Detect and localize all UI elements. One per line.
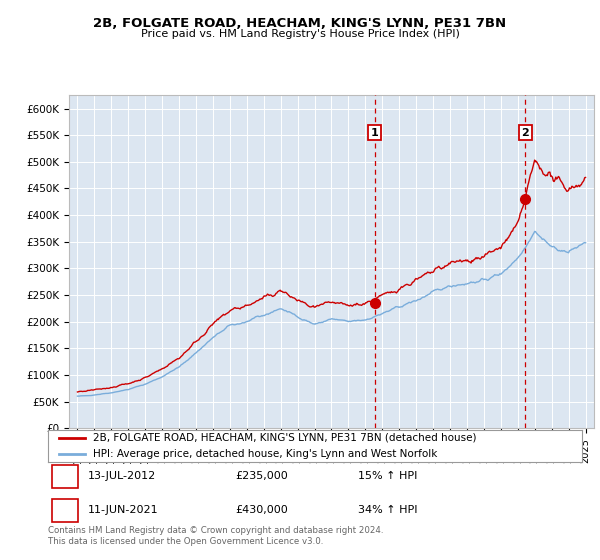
Text: 1: 1 xyxy=(61,472,69,482)
Text: 2B, FOLGATE ROAD, HEACHAM, KING'S LYNN, PE31 7BN (detached house): 2B, FOLGATE ROAD, HEACHAM, KING'S LYNN, … xyxy=(94,433,477,442)
Text: 15% ↑ HPI: 15% ↑ HPI xyxy=(358,472,417,482)
Text: 1: 1 xyxy=(371,128,379,138)
Text: 2: 2 xyxy=(61,505,69,515)
Bar xyxy=(52,465,78,488)
Text: 13-JUL-2012: 13-JUL-2012 xyxy=(88,472,156,482)
Text: Contains HM Land Registry data © Crown copyright and database right 2024.
This d: Contains HM Land Registry data © Crown c… xyxy=(48,526,383,546)
Text: HPI: Average price, detached house, King's Lynn and West Norfolk: HPI: Average price, detached house, King… xyxy=(94,449,438,459)
Text: £235,000: £235,000 xyxy=(235,472,287,482)
Text: 2: 2 xyxy=(521,128,529,138)
Bar xyxy=(52,499,78,522)
Text: 34% ↑ HPI: 34% ↑ HPI xyxy=(358,505,417,515)
Text: Price paid vs. HM Land Registry's House Price Index (HPI): Price paid vs. HM Land Registry's House … xyxy=(140,29,460,39)
Text: 2B, FOLGATE ROAD, HEACHAM, KING'S LYNN, PE31 7BN: 2B, FOLGATE ROAD, HEACHAM, KING'S LYNN, … xyxy=(94,17,506,30)
Text: 11-JUN-2021: 11-JUN-2021 xyxy=(88,505,158,515)
Text: £430,000: £430,000 xyxy=(235,505,287,515)
